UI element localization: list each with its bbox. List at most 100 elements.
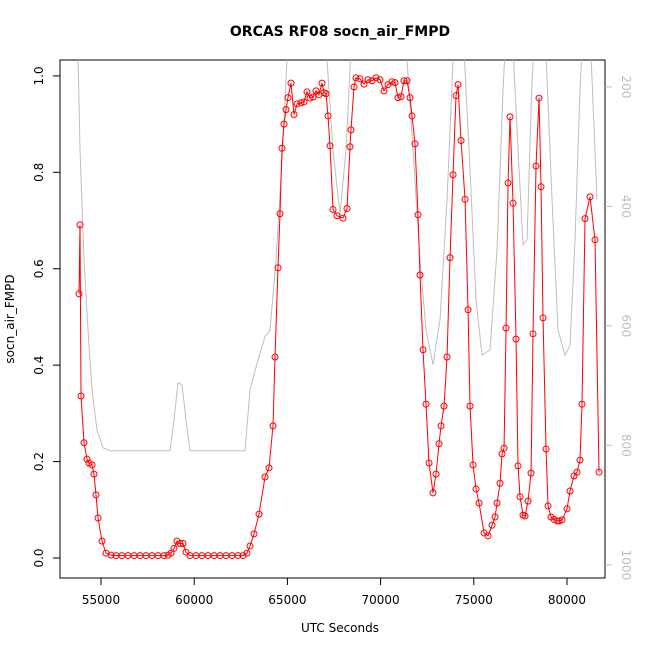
data-point [437, 422, 445, 430]
data-point [394, 94, 402, 102]
x-axis-label: UTC Seconds [301, 621, 379, 635]
data-point [90, 470, 98, 478]
data-point [563, 505, 571, 513]
data-point [475, 499, 483, 507]
data-point [255, 510, 263, 518]
data-point [514, 462, 522, 470]
data-point [246, 542, 254, 550]
data-point [516, 493, 524, 501]
data-point [250, 530, 258, 538]
data-point [276, 210, 284, 218]
y-tick-label: 0.4 [32, 356, 46, 375]
data-point [493, 499, 501, 507]
data-point [243, 549, 251, 557]
y2-tick-label: 1000 [619, 550, 633, 581]
data-point [329, 205, 337, 213]
data-point [347, 126, 355, 134]
data-point [440, 402, 448, 410]
data-point [80, 439, 88, 447]
data-point [529, 330, 537, 338]
y-axis-label: socn_air_FMPD [3, 274, 17, 363]
data-point [350, 83, 358, 91]
data-point [446, 254, 454, 262]
y-tick-label: 0.2 [32, 452, 46, 471]
chart-title: ORCAS RF08 socn_air_FMPD [230, 24, 450, 40]
plot-frame [59, 59, 606, 579]
x-tick-label: 80000 [548, 593, 586, 607]
data-point [278, 144, 286, 152]
data-point [293, 100, 301, 108]
data-point [542, 445, 550, 453]
data-point [521, 512, 529, 520]
data-point [94, 514, 102, 522]
data-point [76, 221, 84, 229]
data-point [576, 456, 584, 464]
data-point [566, 487, 574, 495]
data-point [411, 140, 419, 148]
y2-tick-label: 400 [619, 195, 633, 218]
data-point [573, 468, 581, 476]
data-point [432, 470, 440, 478]
data-point [326, 142, 334, 150]
data-point [443, 353, 451, 361]
data-point [376, 76, 384, 84]
data-point [179, 540, 187, 548]
data-point [578, 400, 586, 408]
data-point [527, 469, 535, 477]
data-point [419, 346, 427, 354]
data-point [506, 113, 514, 121]
data-point [425, 459, 433, 467]
data-point [539, 314, 547, 322]
data-point [182, 548, 190, 556]
data-point [274, 264, 282, 272]
data-point [535, 94, 543, 102]
data-point [282, 106, 290, 114]
data-point [167, 549, 175, 557]
data-point [555, 517, 563, 525]
data-point [343, 204, 351, 212]
x-tick-label: 65000 [268, 593, 306, 607]
data-point [287, 79, 295, 87]
data-point [500, 444, 508, 452]
data-point [318, 79, 326, 87]
data-point [466, 402, 474, 410]
data-point [352, 74, 360, 82]
data-point [491, 513, 499, 521]
data-point [160, 552, 168, 560]
y-tick-label: 0.0 [32, 548, 46, 567]
data-point [83, 455, 91, 463]
data-point [372, 74, 380, 82]
data-point [461, 195, 469, 203]
data-point [176, 540, 184, 548]
data-point [591, 236, 599, 244]
y-tick-label: 1.0 [32, 66, 46, 85]
y2-tick-label: 600 [619, 314, 633, 337]
x-tick-label: 55000 [82, 593, 120, 607]
data-point [472, 485, 480, 493]
data-point [269, 422, 277, 430]
data-point [309, 93, 317, 101]
y-tick-label: 0.8 [32, 163, 46, 182]
data-point [92, 491, 100, 499]
data-point [454, 81, 462, 89]
data-point [88, 461, 96, 469]
data-point [504, 179, 512, 187]
data-point [360, 80, 368, 88]
data-point [306, 94, 314, 102]
data-point [544, 502, 552, 510]
data-point [356, 75, 364, 83]
y2-tick-label: 200 [619, 75, 633, 98]
x-tick-label: 75000 [455, 593, 493, 607]
data-point [429, 489, 437, 497]
data-point [322, 90, 330, 98]
data-point [509, 199, 517, 207]
data-point [290, 110, 298, 118]
data-point [595, 468, 603, 476]
data-point [581, 215, 589, 223]
data-point [484, 532, 492, 540]
data-point [346, 143, 354, 151]
data-point [265, 464, 273, 472]
data-point [400, 77, 408, 85]
